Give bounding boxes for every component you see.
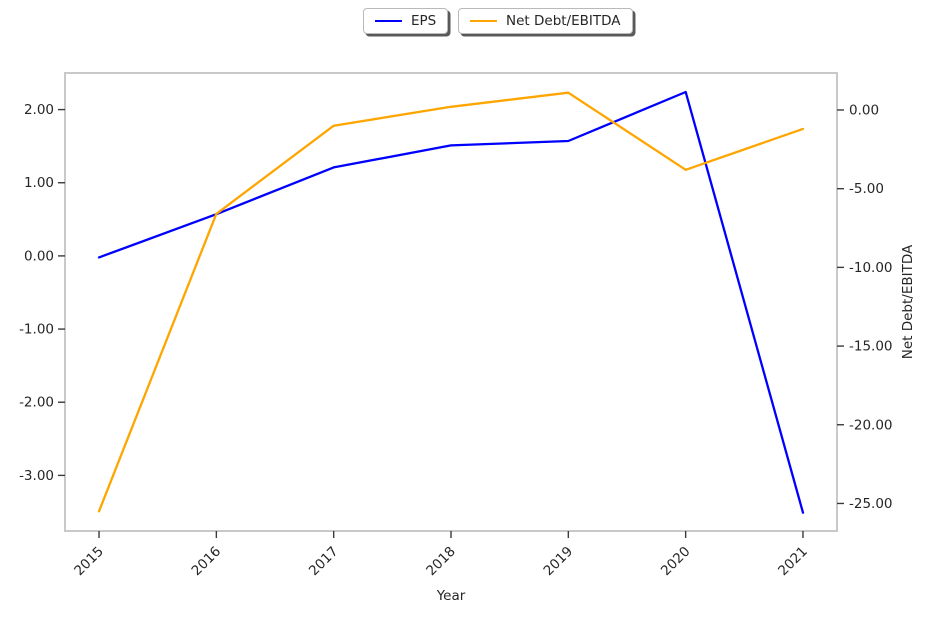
x-tick-label: 2019 [541,544,577,580]
legend-item-net-debt-ebitda: Net Debt/EBITDA [458,8,633,34]
left-tick-label: -3.00 [19,468,54,484]
net-debt-ebitda-line-swatch-icon [470,19,497,23]
legend-net-debt-ebitda-label: Net Debt/EBITDA [506,13,621,29]
eps-line-swatch-icon [375,19,402,23]
right-tick-label: -5.00 [849,181,884,197]
left-tick-label: -2.00 [19,395,54,411]
x-tick-label: 2018 [423,544,459,580]
legend-item-eps: EPS [363,8,449,34]
right-tick-label: -20.00 [849,417,893,433]
right-tick-label: -25.00 [849,496,893,512]
left-tick-label: -1.00 [19,322,54,338]
right-tick-label: 0.00 [849,102,879,118]
left-tick-label: 1.00 [24,175,54,191]
x-tick-label: 2015 [71,544,107,580]
x-tick-label: 2016 [189,544,225,580]
left-tick-label: 2.00 [24,102,54,118]
x-tick-label: 2017 [306,544,342,580]
x-tick-label: 2020 [658,544,694,580]
legend-eps-label: EPS [411,13,437,29]
left-tick-label: 0.00 [24,248,54,264]
x-axis-title: Year [436,588,466,604]
x-tick-label: 2021 [775,544,811,580]
eps-series-line [97,90,805,514]
net-debt-ebitda-series-line [97,91,805,513]
right-tick-label: -10.00 [849,260,893,276]
right-y-axis-title: Net Debt/EBITDA [900,244,916,360]
right-tick-label: -15.00 [849,339,893,355]
